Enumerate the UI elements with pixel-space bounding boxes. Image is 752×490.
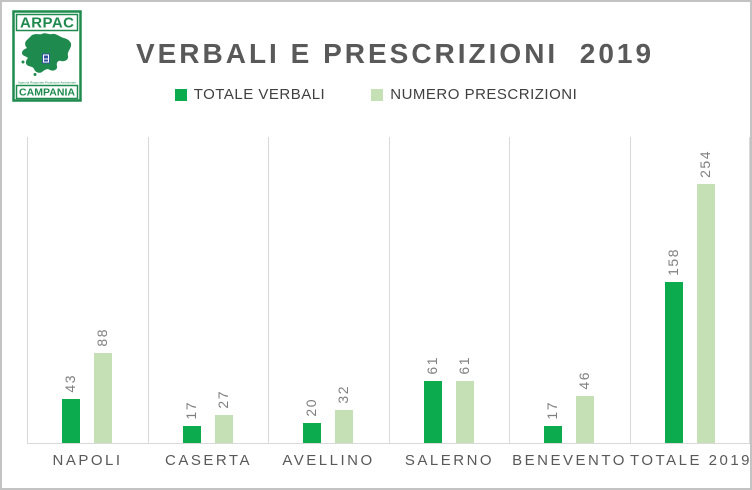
- gridline: [630, 137, 631, 443]
- category-label: SALERNO: [404, 452, 495, 469]
- gridline: [148, 137, 149, 443]
- chart-legend: TOTALE VERBALI NUMERO PRESCRIZIONI: [2, 86, 750, 103]
- bar-totale-verbali: [544, 426, 562, 443]
- bar-numero-prescrizioni: [215, 415, 233, 443]
- legend-swatch-icon: [371, 88, 384, 101]
- legend-item: NUMERO PRESCRIZIONI: [371, 86, 577, 103]
- campania-map-icon: [22, 33, 72, 73]
- bar-numero-prescrizioni: [576, 396, 594, 443]
- gridline: [749, 137, 750, 443]
- bar-value-label: 61: [456, 356, 472, 375]
- bar-numero-prescrizioni: [94, 353, 112, 443]
- gridline: [509, 137, 510, 443]
- category-label: AVELLINO: [282, 452, 375, 469]
- category-label: BENEVENTO: [512, 452, 627, 469]
- legend-label: TOTALE VERBALI: [193, 86, 326, 103]
- gridline: [268, 137, 269, 443]
- bar-value-label: 88: [94, 328, 110, 347]
- bar-value-label: 17: [544, 401, 560, 420]
- island-dot-icon: [33, 73, 37, 76]
- legend-item: TOTALE VERBALI: [174, 86, 326, 103]
- bar-totale-verbali: [62, 399, 80, 443]
- logo-emblem-icon: [42, 53, 50, 64]
- bar-totale-verbali: [183, 426, 201, 443]
- chart-title: VERBALI E PRESCRIZIONI 2019: [135, 38, 655, 69]
- legend-label: NUMERO PRESCRIZIONI: [390, 86, 578, 103]
- gridline: [27, 137, 28, 443]
- category-label: CASERTA: [165, 452, 252, 469]
- logo-region-text: CAMPANIA: [19, 87, 75, 99]
- logo-region-box: [15, 84, 79, 100]
- logo-brand-text: ARPAC: [20, 15, 74, 32]
- bar-value-label: 43: [62, 374, 78, 393]
- bar-value-label: 46: [576, 371, 592, 390]
- bar-value-label: 32: [335, 385, 351, 404]
- bar-value-label: 20: [303, 398, 319, 417]
- bar-value-label: 158: [665, 248, 681, 276]
- plot-area: 43 17 20 61 17 158 88 27 32 61 46 254: [27, 137, 750, 444]
- bar-value-label: 17: [183, 401, 199, 420]
- category-label: TOTALE 2019: [630, 452, 752, 469]
- bar-totale-verbali: [665, 282, 683, 443]
- bar-totale-verbali: [424, 381, 442, 443]
- bar-value-label: 254: [697, 150, 713, 178]
- bar-numero-prescrizioni: [456, 381, 474, 443]
- bar-value-label: 61: [424, 356, 440, 375]
- category-axis: NAPOLI CASERTA AVELLINO SALERNO BENEVENTO TOT…: [27, 452, 750, 476]
- island-dot-icon: [21, 60, 25, 64]
- bar-numero-prescrizioni: [335, 410, 353, 443]
- category-label: NAPOLI: [52, 452, 123, 469]
- logo-agency-line: Agenzia Regionale Protezione Ambientale: [18, 81, 76, 85]
- logo-brand-box: [15, 13, 79, 32]
- legend-swatch-icon: [174, 88, 187, 101]
- bar-totale-verbali: [303, 423, 321, 443]
- arpac-logo: ARPAC Agenzia Regionale Protezione Ambie…: [12, 10, 82, 102]
- gridline: [389, 137, 390, 443]
- bar-value-label: 27: [215, 390, 231, 409]
- bar-numero-prescrizioni: [697, 184, 715, 443]
